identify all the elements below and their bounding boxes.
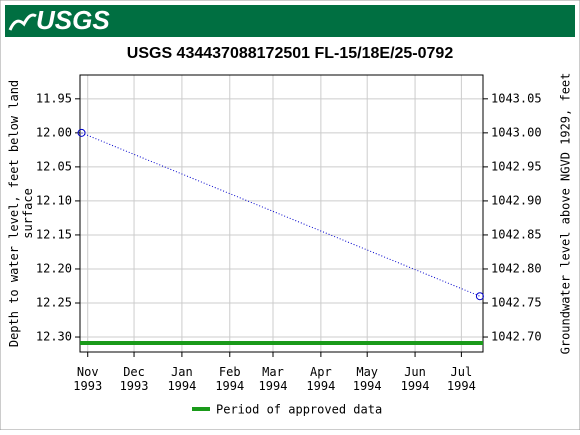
y-tick-label: 12.25 [36,295,72,309]
x-tick-label: Apr 1994 [306,365,335,393]
header-bar [5,5,575,37]
plot-frame [79,74,484,353]
y2-tick-label: 1042.70 [491,330,542,344]
logo: USGS [36,5,110,35]
legend-label: Period of approved data [216,403,382,417]
y2-tick-label: 1043.05 [491,91,542,105]
x-tick-label: May 1994 [353,365,382,393]
y2-tick-label: 1042.95 [491,159,542,173]
y2-tick-label: 1042.75 [491,295,542,309]
x-tick-label: Jul 1994 [447,365,476,393]
x-tick-label: Jun 1994 [401,365,430,393]
y-tick-label: 12.30 [36,330,72,344]
x-tick-label: Dec 1993 [120,365,149,393]
y-tick-label: 11.95 [36,91,72,105]
data-point [475,292,484,301]
y2-tick-label: 1042.85 [491,227,542,241]
y-tick-label: 12.15 [36,227,72,241]
y2-tick-label: 1043.00 [491,125,542,139]
x-tick-label: Feb 1994 [215,365,244,393]
y-tick-label: 12.20 [36,261,72,275]
chart-title: USGS 434437088172501 FL-15/18E/25-0792 [127,45,454,62]
y-tick-label: 12.10 [36,193,72,207]
y-tick-label: 12.00 [36,125,72,139]
x-tick-label: Mar 1994 [259,365,288,393]
x-tick-label: Jan 1994 [167,365,196,393]
y2-axis-label: Groundwater level above NGVD 1929, feet [559,73,573,355]
x-tick-label: Nov 1993 [73,365,102,393]
y-axis-label-line: Depth to water level, feet below land [7,80,21,347]
logo-wave [8,13,37,31]
y-axis-label: Depth to water level, feet below landsur… [7,80,35,347]
y-tick-label: 12.05 [36,159,72,173]
y2-tick-label: 1042.90 [491,193,542,207]
data-point [77,128,86,137]
y2-tick-label: 1042.80 [491,261,542,275]
y-axis-label-line: surface [21,188,35,239]
